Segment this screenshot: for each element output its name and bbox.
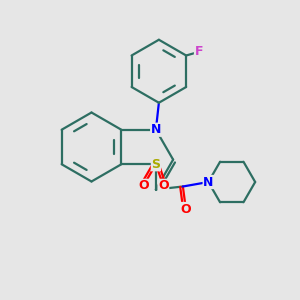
Text: F: F [194, 45, 203, 58]
Text: N: N [203, 176, 214, 188]
Text: O: O [138, 179, 148, 192]
Text: O: O [158, 179, 169, 192]
Text: N: N [151, 123, 161, 136]
Text: S: S [152, 158, 160, 171]
Text: O: O [181, 202, 191, 215]
